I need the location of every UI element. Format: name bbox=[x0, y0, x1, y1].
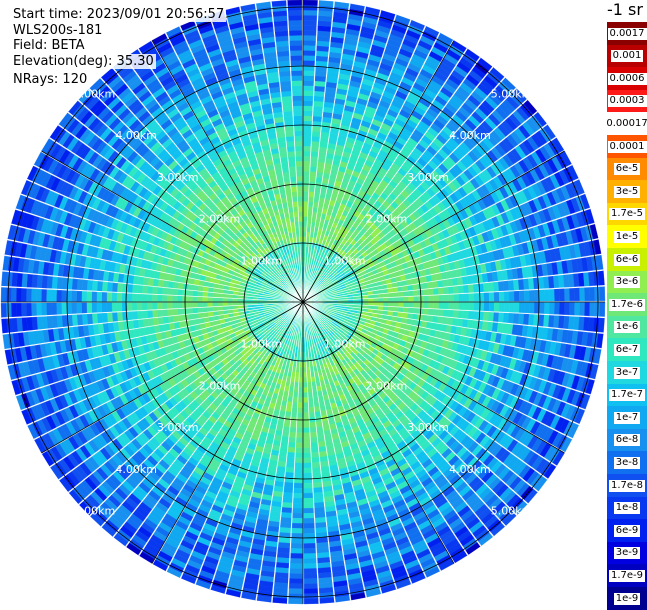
station-label: WLS200s-181 bbox=[11, 23, 105, 38]
colorbar-label: 1.7e-6 bbox=[608, 298, 646, 311]
colorbar-label: 1e-9 bbox=[613, 592, 641, 605]
colorbar-cell: 0.0006 bbox=[607, 67, 647, 91]
range-label: 1.00km bbox=[240, 338, 282, 351]
azimuth-line bbox=[302, 150, 565, 303]
range-label: 4.00km bbox=[449, 129, 491, 142]
range-grid bbox=[1, 0, 605, 604]
range-label: 5.00km bbox=[74, 505, 116, 518]
colorbar-cell: 1.7e-9 bbox=[607, 564, 647, 588]
colorbar-label: 0.0003 bbox=[607, 95, 647, 108]
colorbar-cell: 3e-5 bbox=[607, 180, 647, 204]
colorbar-label: 0.0006 bbox=[607, 72, 647, 85]
azimuth-line bbox=[41, 301, 304, 454]
radar-rays bbox=[0, 0, 606, 605]
colorbar-label: 0.00017 bbox=[604, 117, 647, 130]
colorbar-cell: 3e-8 bbox=[607, 451, 647, 475]
colorbar-label: 3e-6 bbox=[613, 276, 641, 289]
range-label: 1.00km bbox=[324, 338, 366, 351]
colorbar-label: 0.0017 bbox=[607, 27, 647, 40]
field-label: Field: BETA bbox=[11, 38, 87, 53]
colorbar-label: 6e-6 bbox=[613, 253, 641, 266]
azimuth-line bbox=[151, 40, 304, 303]
range-label: 3.00km bbox=[157, 421, 199, 434]
colorbar-cell: 3e-7 bbox=[607, 361, 647, 385]
colorbar-label: 3e-8 bbox=[613, 456, 641, 469]
range-label: 2.00km bbox=[366, 379, 408, 392]
colorbar-cell: 1.7e-6 bbox=[607, 293, 647, 317]
colorbar-cell: 6e-8 bbox=[607, 428, 647, 452]
range-label: 5.00km bbox=[491, 87, 533, 100]
colorbar-cell: 0.0001 bbox=[607, 135, 647, 159]
azimuth-line bbox=[41, 150, 304, 303]
colorbar-cell: 6e-5 bbox=[607, 157, 647, 181]
range-label: 2.00km bbox=[199, 379, 241, 392]
colorbar-cell: 1e-8 bbox=[607, 496, 647, 520]
colorbar-label: 1.7e-7 bbox=[608, 389, 646, 402]
colorbar-cell: 1.7e-8 bbox=[607, 474, 647, 498]
colorbar-label: 1.7e-9 bbox=[608, 569, 646, 582]
colorbar-cell: 0.0003 bbox=[607, 89, 647, 113]
range-label: 3.00km bbox=[407, 171, 449, 184]
colorbar-label: 1e-6 bbox=[613, 321, 641, 334]
colorbar-cell: 1e-7 bbox=[607, 406, 647, 430]
range-label: 3.00km bbox=[407, 421, 449, 434]
range-labels: 1.00km 1.00km 1.00km 1.00km 2.00km 2.00km 2.00… bbox=[74, 87, 533, 517]
range-label: 5.00km bbox=[74, 87, 116, 100]
colorbar-cell: 6e-9 bbox=[607, 519, 647, 543]
colorbar-cell: 1.7e-7 bbox=[607, 383, 647, 407]
range-label: 3.00km bbox=[157, 171, 199, 184]
nrays-label: NRays: 120 bbox=[11, 72, 90, 87]
colorbar-label: 6e-9 bbox=[613, 524, 641, 537]
colorbar-unit: -1 sr bbox=[607, 0, 643, 19]
colorbar-label: 6e-8 bbox=[613, 434, 641, 447]
colorbar-cell: 1e-5 bbox=[607, 225, 647, 249]
colorbar-label: 0.001 bbox=[610, 50, 644, 63]
colorbar-label: 1e-5 bbox=[613, 230, 641, 243]
colorbar-cell: 0.0017 bbox=[607, 22, 647, 46]
range-label: 4.00km bbox=[449, 463, 491, 476]
colorbar-label: 3e-7 bbox=[613, 366, 641, 379]
colorbar-label: 0.0001 bbox=[607, 140, 647, 153]
range-label: 2.00km bbox=[366, 213, 408, 226]
colorbar-cell: 0.00017 bbox=[604, 112, 647, 136]
range-label: 1.00km bbox=[324, 254, 366, 267]
start-time-label: Start time: 2023/09/01 20:56:57 bbox=[11, 7, 227, 22]
colorbar-label: 1e-8 bbox=[613, 502, 641, 515]
colorbar-cell: 1e-6 bbox=[607, 315, 647, 339]
colorbar-label: 3e-5 bbox=[613, 185, 641, 198]
elevation-label: Elevation(deg): 35.30 bbox=[11, 54, 156, 69]
range-label: 2.00km bbox=[199, 213, 241, 226]
azimuth-line bbox=[151, 301, 304, 564]
azimuth-line bbox=[302, 301, 455, 564]
range-label: 1.00km bbox=[240, 254, 282, 267]
colorbar-cell: 0.001 bbox=[607, 44, 647, 68]
azimuth-line bbox=[302, 40, 455, 303]
range-label: 4.00km bbox=[115, 463, 157, 476]
range-label: 5.00km bbox=[491, 505, 533, 518]
colorbar-label: 1.7e-5 bbox=[608, 208, 646, 221]
colorbar-label: 3e-9 bbox=[613, 547, 641, 560]
colorbar-cell: 1.7e-5 bbox=[607, 202, 647, 226]
colorbar-label: 1e-7 bbox=[613, 411, 641, 424]
range-label: 4.00km bbox=[115, 129, 157, 142]
colorbar-cell: 6e-7 bbox=[607, 338, 647, 362]
colorbar-cell: 3e-6 bbox=[607, 270, 647, 294]
colorbar-cell: 6e-6 bbox=[607, 248, 647, 272]
colorbar-cell: 3e-9 bbox=[607, 541, 647, 565]
azimuth-line bbox=[302, 301, 565, 454]
colorbar-cell: 1e-9 bbox=[607, 587, 647, 610]
colorbar-label: 1.7e-8 bbox=[608, 479, 646, 492]
colorbar-label: 6e-7 bbox=[613, 343, 641, 356]
colorbar-label: 6e-5 bbox=[613, 163, 641, 176]
